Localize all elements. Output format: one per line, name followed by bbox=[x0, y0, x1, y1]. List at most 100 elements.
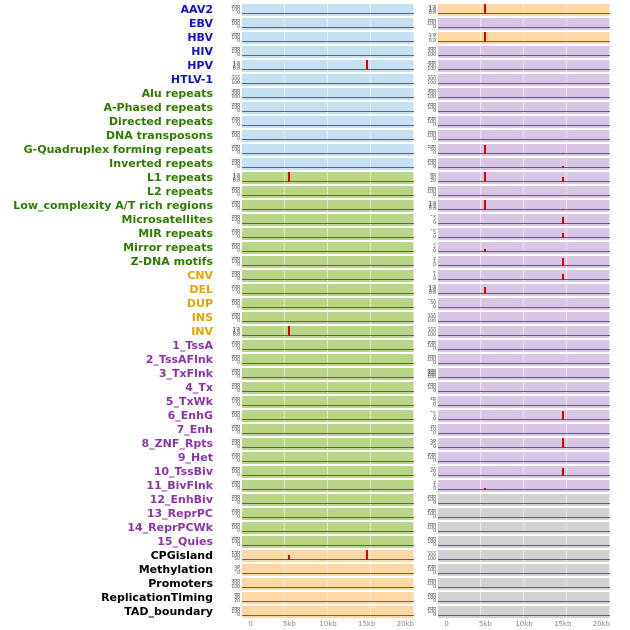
feature-row: 12_EnhBiv 300 200 100 0 300 200 100 0 bbox=[0, 493, 630, 507]
y-tick-label: 20 bbox=[430, 179, 436, 184]
y-tick-label: 5 bbox=[433, 412, 436, 418]
baseline-trace bbox=[438, 251, 610, 252]
y-tick-label: 200 bbox=[231, 19, 240, 25]
y-tick-label: 0 bbox=[433, 515, 436, 520]
left-y-axis-ticks: 300 200 100 0 bbox=[218, 243, 242, 254]
y-tick-label: 200 bbox=[427, 92, 436, 98]
y-tick-label: 200 bbox=[427, 117, 436, 123]
feature-row: HBV 300 200 100 0 7.5 5.0 2.5 0.0 bbox=[0, 31, 630, 45]
feature-row: 1_TssA 300 200 100 0 300 200 100 0 bbox=[0, 339, 630, 353]
y-tick-label: 300 bbox=[427, 61, 436, 67]
baseline-trace bbox=[438, 153, 610, 154]
y-tick-label: 0 bbox=[237, 571, 240, 576]
y-tick-label: 200 bbox=[427, 373, 436, 379]
y-tick-label: 150 bbox=[427, 144, 436, 148]
y-tick-label: 10 bbox=[430, 397, 436, 403]
baseline-trace bbox=[438, 601, 610, 602]
y-tick-label: 0 bbox=[433, 501, 436, 506]
y-tick-label: 200 bbox=[231, 92, 240, 98]
y-tick-label: 0 bbox=[237, 165, 240, 170]
feature-row: 4_Tx 300 200 100 0 300 200 100 0 bbox=[0, 381, 630, 395]
y-tick-label: 100 bbox=[427, 145, 436, 151]
row-label: DNA transposons bbox=[105, 129, 213, 142]
right-y-axis-ticks: 150 100 50 0 bbox=[414, 145, 438, 156]
right-panel bbox=[438, 410, 610, 422]
y-tick-label: 2.0 bbox=[232, 60, 240, 64]
y-tick-label: 300 bbox=[231, 298, 240, 302]
right-panel bbox=[438, 396, 610, 408]
right-y-axis-ticks: 300 200 100 0 bbox=[414, 453, 438, 464]
y-tick-label: 0 bbox=[237, 305, 240, 310]
y-tick-label: 300 bbox=[231, 438, 240, 442]
row-label: HIV bbox=[191, 45, 213, 58]
right-panel bbox=[438, 494, 610, 506]
left-y-axis-ticks: 300 200 100 0 bbox=[218, 509, 242, 520]
feature-row: EBV 300 200 100 0 300 200 100 0 bbox=[0, 17, 630, 31]
y-tick-label: 100 bbox=[427, 333, 436, 338]
right-panel bbox=[438, 368, 610, 380]
left-panel bbox=[242, 480, 414, 492]
y-tick-label: 400 bbox=[427, 368, 436, 374]
left-panel bbox=[242, 186, 414, 198]
y-tick-label: 1 bbox=[433, 484, 436, 490]
baseline-trace bbox=[242, 97, 414, 98]
y-tick-label: 300 bbox=[427, 186, 436, 190]
y-tick-label: 0 bbox=[433, 263, 436, 268]
baseline-trace bbox=[438, 545, 610, 546]
feature-row: 10_TssBiv 300 200 100 0 40 20 0 bbox=[0, 465, 630, 479]
y-tick-label: 0 bbox=[237, 109, 240, 114]
baseline-trace bbox=[438, 419, 610, 420]
right-panel bbox=[438, 438, 610, 450]
enrichment-spike bbox=[484, 4, 487, 14]
y-tick-label: 0 bbox=[237, 361, 240, 366]
y-tick-label: 0 bbox=[433, 543, 436, 548]
y-tick-label: 100 bbox=[231, 610, 240, 616]
left-y-axis-ticks: 2.0 1.5 1.0 0.5 0.0 bbox=[218, 327, 242, 338]
y-tick-label: 15 bbox=[430, 396, 436, 400]
left-panel bbox=[242, 354, 414, 366]
row-label: 3_TxFlnk bbox=[158, 367, 213, 380]
right-panel bbox=[438, 606, 610, 618]
enrichment-spike bbox=[561, 208, 564, 210]
y-tick-label: 0 bbox=[433, 571, 436, 576]
y-tick-label: 300 bbox=[231, 158, 240, 162]
baseline-trace bbox=[438, 195, 610, 196]
y-tick-label: 300 bbox=[231, 46, 240, 50]
y-tick-label: 0 bbox=[433, 193, 436, 198]
baseline-trace bbox=[242, 153, 414, 154]
y-tick-label: 0 bbox=[237, 529, 240, 534]
left-y-axis-ticks: 75 50 25 0 bbox=[218, 565, 242, 576]
row-label: 5_TxWk bbox=[165, 395, 213, 408]
y-tick-label: 200 bbox=[231, 355, 240, 361]
baseline-trace bbox=[242, 349, 414, 350]
y-tick-label: 300 bbox=[427, 592, 436, 596]
left-y-axis-ticks: 300 200 100 0 bbox=[218, 187, 242, 198]
row-label: 1_TssA bbox=[172, 339, 213, 352]
baseline-trace bbox=[438, 335, 610, 336]
baseline-trace bbox=[242, 363, 414, 364]
y-tick-label: 200 bbox=[231, 341, 240, 347]
left-panel bbox=[242, 424, 414, 436]
left-panel bbox=[242, 578, 414, 590]
y-tick-label: 300 bbox=[427, 564, 436, 568]
left-panel bbox=[242, 438, 414, 450]
baseline-trace bbox=[438, 237, 610, 238]
y-tick-label: 2.5 bbox=[428, 36, 436, 42]
y-tick-label: 2 bbox=[433, 257, 436, 263]
feature-row: Z-DNA motifs 300 200 100 0 3 2 1 0 bbox=[0, 255, 630, 269]
right-y-axis-ticks: 300 200 100 0 bbox=[414, 579, 438, 590]
y-tick-label: 300 bbox=[231, 424, 240, 428]
right-y-axis-ticks: 300 200 100 0 bbox=[414, 341, 438, 352]
y-tick-label: 100 bbox=[427, 81, 436, 86]
baseline-trace bbox=[438, 391, 610, 392]
left-panel bbox=[242, 102, 414, 114]
right-y-axis-ticks: 10 5 0 bbox=[414, 411, 438, 422]
y-tick-label: 5 bbox=[433, 216, 436, 222]
right-panel bbox=[438, 298, 610, 310]
right-panel bbox=[438, 522, 610, 534]
feature-row: DEL 300 200 100 0 2.0 1.5 1.0 0.5 0.0 bbox=[0, 283, 630, 297]
left-panel bbox=[242, 270, 414, 282]
x-tick-label: 10kb bbox=[319, 620, 337, 628]
baseline-trace bbox=[242, 587, 414, 588]
